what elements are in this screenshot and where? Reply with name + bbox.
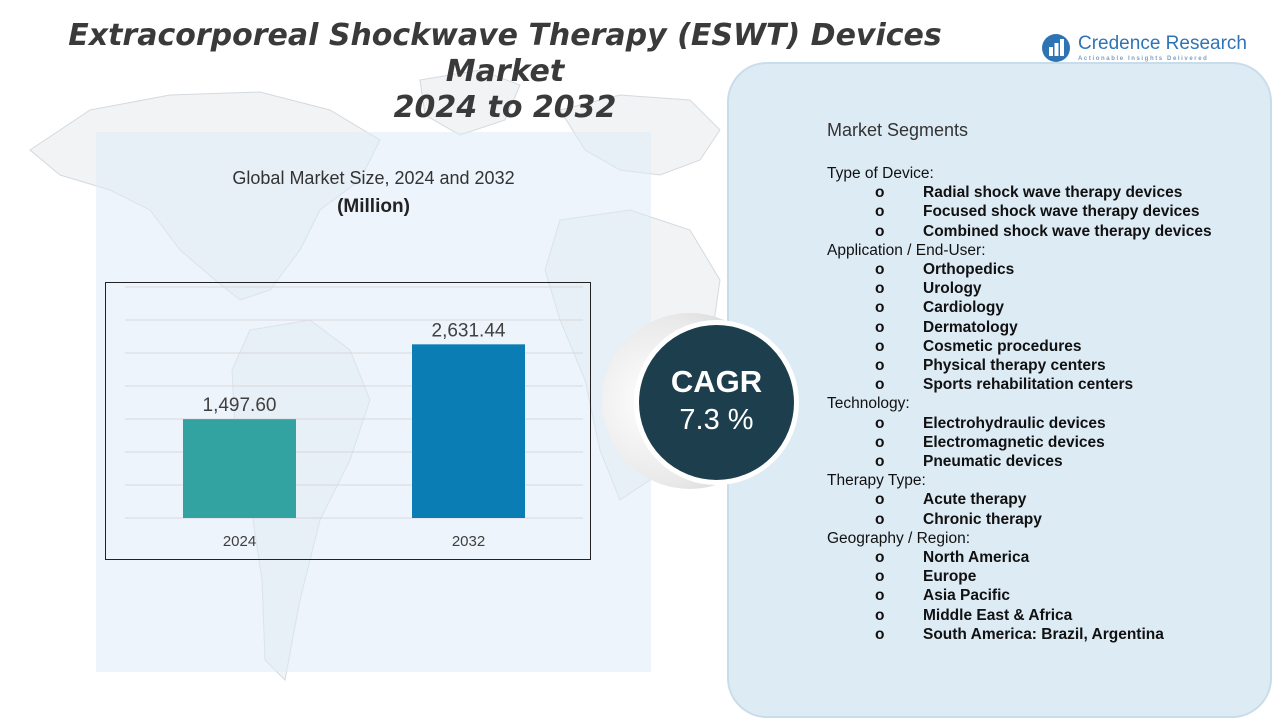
segment-item: o Cosmetic procedures xyxy=(827,337,1267,356)
bar-value-label: 2,631.44 xyxy=(432,320,506,341)
segment-item: o Radial shock wave therapy devices xyxy=(827,183,1267,202)
segment-item-label: Pneumatic devices xyxy=(923,453,1063,471)
segment-item: o Combined shock wave therapy devices xyxy=(827,222,1267,241)
map-greenland xyxy=(419,69,521,136)
segment-item: o Chronic therapy xyxy=(827,510,1267,529)
bar-2032 xyxy=(412,344,525,518)
segment-item-label: Europe xyxy=(923,568,977,586)
bullet-icon: o xyxy=(875,510,885,528)
bullet-icon: o xyxy=(875,606,885,624)
segment-item-label: Sports rehabilitation centers xyxy=(923,376,1134,394)
chart-unit: (Million) xyxy=(337,196,410,217)
cagr-badge xyxy=(634,320,799,485)
bullet-icon: o xyxy=(875,453,885,471)
segment-item-label: Radial shock wave therapy devices xyxy=(923,184,1183,202)
bar-chart: 1,497.60 2,631.44 2024 2032 xyxy=(105,282,591,560)
bullet-icon: o xyxy=(875,299,885,317)
segment-item-label: Combined shock wave therapy devices xyxy=(923,222,1212,240)
page-title: Extracorporeal Shockwave Therapy (ESWT) … xyxy=(30,18,980,126)
bullet-icon: o xyxy=(875,587,885,605)
segment-item: o Pneumatic devices xyxy=(827,452,1267,471)
segment-item: o Sports rehabilitation centers xyxy=(827,375,1267,394)
segment-item-label: Cardiology xyxy=(923,299,1004,317)
bar-value-label: 1,497.60 xyxy=(203,395,277,416)
title-line-2: 2024 to 2032 xyxy=(393,90,617,125)
segment-item: o Orthopedics xyxy=(827,260,1267,279)
segment-item-label: Chronic therapy xyxy=(923,510,1042,528)
bar-2024 xyxy=(183,419,296,518)
brand-logo: Credence Research Actionable Insights De… xyxy=(1040,32,1255,66)
bullet-icon: o xyxy=(875,318,885,336)
segments-panel xyxy=(727,62,1272,718)
title-line-1: Extracorporeal Shockwave Therapy (ESWT) … xyxy=(68,18,942,89)
segment-item-label: Cosmetic procedures xyxy=(923,337,1082,355)
segment-category: Technology: xyxy=(827,395,910,413)
segment-item-label: Focused shock wave therapy devices xyxy=(923,203,1200,221)
cagr-label: CAGR xyxy=(670,364,763,399)
segment-item: o Focused shock wave therapy devices xyxy=(827,202,1267,221)
segment-item-label: Electrohydraulic devices xyxy=(923,414,1106,432)
segment-item: o Dermatology xyxy=(827,318,1267,337)
bullet-icon: o xyxy=(875,203,885,221)
bullet-icon: o xyxy=(875,261,885,279)
segment-item-label: Electromagnetic devices xyxy=(923,433,1105,451)
segment-item: o Acute therapy xyxy=(827,490,1267,509)
segments-list: Type of Device: o Radial shock wave therap… xyxy=(827,164,1267,644)
segment-item-label: Physical therapy centers xyxy=(923,357,1106,375)
segments-title: Market Segments xyxy=(827,120,969,140)
segment-category: Therapy Type: xyxy=(827,472,926,490)
segment-item-label: South America: Brazil, Argentina xyxy=(923,625,1164,643)
bullet-icon: o xyxy=(875,337,885,355)
category-label: 2024 xyxy=(223,533,256,550)
bullet-icon: o xyxy=(875,184,885,202)
bullet-icon: o xyxy=(875,433,885,451)
brand-name: Credence Research xyxy=(1078,33,1247,54)
chart-title: Global Market Size, 2024 and 2032 xyxy=(232,168,515,188)
bullet-icon: o xyxy=(875,549,885,567)
segment-item-label: Acute therapy xyxy=(923,491,1027,509)
segment-item-label: Orthopedics xyxy=(923,261,1015,279)
bullet-icon: o xyxy=(875,222,885,240)
segment-item-label: North America xyxy=(923,549,1030,567)
bullet-icon: o xyxy=(875,414,885,432)
bullet-icon: o xyxy=(875,625,885,643)
chart-frame xyxy=(105,282,591,560)
brand-tagline: Actionable Insights Delivered xyxy=(1078,56,1209,62)
bullet-icon: o xyxy=(875,280,885,298)
segment-item: o Middle East & Africa xyxy=(827,606,1267,625)
bullet-icon: o xyxy=(875,376,885,394)
bullet-icon: o xyxy=(875,357,885,375)
segment-item: o Europe xyxy=(827,567,1267,586)
segment-item: o North America xyxy=(827,548,1267,567)
segment-category: Geography / Region: xyxy=(827,529,971,547)
segment-item: o Electromagnetic devices xyxy=(827,433,1267,452)
bullet-icon: o xyxy=(875,491,885,509)
segment-item: o Cardiology xyxy=(827,298,1267,317)
segment-category: Type of Device: xyxy=(827,165,934,182)
segment-item: o Urology xyxy=(827,279,1267,298)
segment-item: o Asia Pacific xyxy=(827,586,1267,605)
segment-item-label: Middle East & Africa xyxy=(923,606,1073,624)
segment-item: o Physical therapy centers xyxy=(827,356,1267,375)
category-label: 2032 xyxy=(452,533,485,550)
chart-panel xyxy=(96,132,651,672)
segment-category: Application / End-User: xyxy=(827,241,986,259)
segment-item: o South America: Brazil, Argentina xyxy=(827,625,1267,644)
bar-chart-icon xyxy=(1042,34,1070,62)
segment-item: o Electrohydraulic devices xyxy=(827,414,1267,433)
segment-item-label: Asia Pacific xyxy=(923,587,1011,605)
bullet-icon: o xyxy=(875,568,885,586)
cagr-value: 7.3 % xyxy=(679,404,754,436)
segment-item-label: Dermatology xyxy=(923,318,1018,336)
segment-item-label: Urology xyxy=(923,280,982,298)
